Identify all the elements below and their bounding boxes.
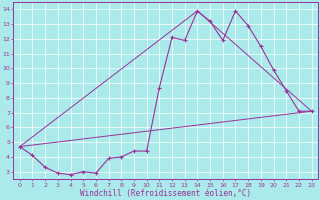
X-axis label: Windchill (Refroidissement éolien,°C): Windchill (Refroidissement éolien,°C) [80,189,251,198]
